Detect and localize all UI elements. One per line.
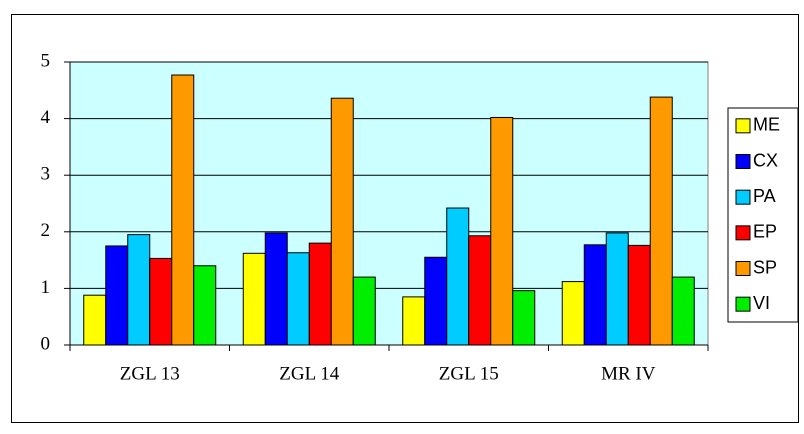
bar xyxy=(286,252,310,346)
bar xyxy=(512,290,536,346)
bar xyxy=(446,207,470,346)
bar xyxy=(424,256,448,346)
bar xyxy=(105,245,129,346)
bar xyxy=(671,276,695,346)
bar xyxy=(649,96,673,346)
y-tick-label: 2 xyxy=(41,220,51,241)
bar xyxy=(149,257,173,346)
x-tick-label: ZGL 15 xyxy=(439,363,499,384)
legend-swatch xyxy=(735,225,751,241)
legend-label: ME xyxy=(753,115,780,135)
legend-label: VI xyxy=(753,293,770,313)
y-tick-label: 4 xyxy=(41,107,51,128)
bar xyxy=(490,116,514,346)
x-tick-label: MR IV xyxy=(601,363,656,384)
legend-swatch xyxy=(735,154,751,169)
bar xyxy=(402,296,426,346)
legend-label: CX xyxy=(753,150,778,170)
y-tick-label: 0 xyxy=(41,333,51,354)
y-tick-label: 3 xyxy=(41,164,51,185)
bar xyxy=(583,244,607,346)
x-tick-label: ZGL 14 xyxy=(279,363,339,384)
legend-label: SP xyxy=(753,257,777,277)
bar xyxy=(561,281,585,346)
bar xyxy=(627,244,651,346)
bar xyxy=(352,276,376,346)
x-tick-label: ZGL 13 xyxy=(120,363,180,384)
y-tick-label: 5 xyxy=(41,50,51,71)
bar xyxy=(127,234,151,346)
bar xyxy=(171,74,195,346)
bar xyxy=(193,265,217,346)
y-tick-label: 1 xyxy=(41,277,51,298)
bar xyxy=(242,252,266,346)
bar xyxy=(468,235,492,346)
legend-swatch xyxy=(735,118,751,134)
legend-label: EP xyxy=(753,222,777,242)
bar xyxy=(308,242,332,346)
bar xyxy=(83,294,107,346)
bar xyxy=(264,232,288,346)
legend-swatch xyxy=(735,261,751,276)
legend-swatch xyxy=(735,189,751,205)
legend-box xyxy=(727,107,799,323)
bar xyxy=(605,232,629,346)
legend-label: PA xyxy=(753,186,776,206)
legend-swatch xyxy=(735,296,751,312)
bar xyxy=(330,97,354,346)
